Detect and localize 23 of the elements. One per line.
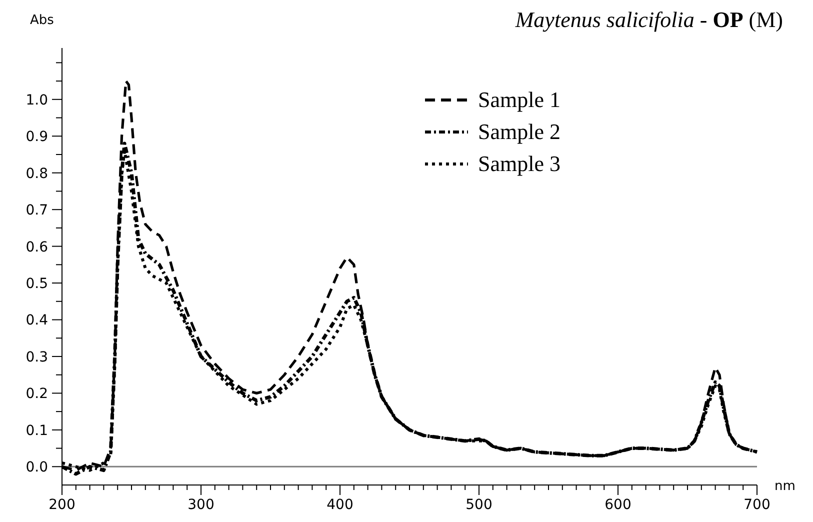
y-tick-label: 0.8: [26, 166, 48, 182]
y-tick-label: 0.3: [26, 349, 48, 366]
y-tick-label: 0.2: [26, 386, 48, 402]
x-tick-label: 700: [744, 497, 770, 513]
legend-label: Sample 2: [478, 119, 560, 144]
y-tick-label: 1.0: [26, 92, 48, 108]
legend-label: Sample 1: [478, 87, 560, 112]
y-tick-label: 0.1: [26, 422, 48, 439]
x-axis-title: nm: [774, 479, 796, 494]
chart-title: Maytenus salicifolia - OP (M): [514, 7, 783, 32]
y-axis-title: Abs: [30, 13, 54, 28]
y-tick-label: 0.6: [26, 239, 48, 256]
x-tick-label: 300: [188, 497, 214, 513]
x-tick-label: 500: [466, 497, 492, 513]
y-tick-label: 0.5: [26, 276, 48, 292]
y-tick-label: 0.0: [26, 460, 48, 476]
legend-label: Sample 3: [478, 151, 560, 176]
y-tick-label: 0.4: [26, 312, 48, 329]
y-tick-label: 0.9: [26, 129, 48, 146]
x-tick-label: 600: [604, 497, 632, 513]
y-tick-label: 0.7: [26, 202, 48, 219]
x-tick-label: 400: [326, 497, 354, 513]
x-tick-label: 200: [48, 497, 76, 513]
